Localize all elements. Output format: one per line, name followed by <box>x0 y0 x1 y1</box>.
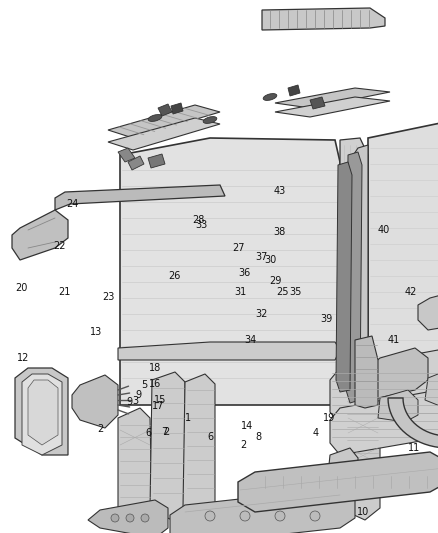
Polygon shape <box>262 8 385 30</box>
Text: 31: 31 <box>234 287 246 297</box>
Text: 12: 12 <box>17 353 29 363</box>
Text: 34: 34 <box>244 335 257 345</box>
Text: 32: 32 <box>256 310 268 319</box>
Text: 9: 9 <box>126 398 132 407</box>
Text: 1: 1 <box>185 414 191 423</box>
Circle shape <box>141 514 149 522</box>
Polygon shape <box>108 105 220 138</box>
Polygon shape <box>418 290 438 330</box>
Polygon shape <box>22 374 62 455</box>
Text: 17: 17 <box>152 401 164 411</box>
Text: 19: 19 <box>323 414 336 423</box>
Polygon shape <box>120 138 340 405</box>
Text: 28: 28 <box>192 215 204 224</box>
Polygon shape <box>328 448 358 482</box>
Text: 38: 38 <box>273 227 286 237</box>
Text: 10: 10 <box>357 507 370 516</box>
Polygon shape <box>118 342 340 360</box>
Text: 9: 9 <box>135 391 141 400</box>
Polygon shape <box>378 390 418 422</box>
Text: 4: 4 <box>312 428 318 438</box>
Polygon shape <box>340 138 368 412</box>
Polygon shape <box>380 365 438 423</box>
Polygon shape <box>388 398 438 448</box>
Text: 41: 41 <box>387 335 399 345</box>
Text: 40: 40 <box>377 225 389 235</box>
Polygon shape <box>88 500 168 533</box>
Polygon shape <box>55 185 225 210</box>
Circle shape <box>275 511 285 521</box>
Text: 6: 6 <box>145 428 151 438</box>
Ellipse shape <box>263 94 277 100</box>
Polygon shape <box>346 152 362 403</box>
Text: 14: 14 <box>241 422 254 431</box>
Polygon shape <box>170 488 355 533</box>
Polygon shape <box>183 374 215 518</box>
Polygon shape <box>336 162 352 392</box>
Polygon shape <box>368 120 438 405</box>
Text: 25: 25 <box>276 287 289 297</box>
Polygon shape <box>28 380 58 445</box>
Circle shape <box>111 514 119 522</box>
Text: 2: 2 <box>98 424 104 434</box>
Polygon shape <box>118 408 152 520</box>
Polygon shape <box>158 104 172 116</box>
Text: 26: 26 <box>168 271 180 281</box>
Polygon shape <box>108 118 220 150</box>
Text: 13: 13 <box>90 327 102 336</box>
Text: 8: 8 <box>255 432 261 442</box>
Text: 23: 23 <box>102 293 115 302</box>
Polygon shape <box>425 370 438 408</box>
Polygon shape <box>72 375 118 428</box>
Polygon shape <box>275 97 390 117</box>
Polygon shape <box>330 350 438 425</box>
Text: 30: 30 <box>265 255 277 265</box>
Polygon shape <box>128 156 144 170</box>
Polygon shape <box>150 372 185 520</box>
Text: 11: 11 <box>408 443 420 453</box>
Ellipse shape <box>148 115 162 122</box>
Text: 2: 2 <box>163 427 170 437</box>
Polygon shape <box>148 154 165 168</box>
Text: 36: 36 <box>238 268 251 278</box>
Text: 7: 7 <box>161 427 167 437</box>
Text: 39: 39 <box>320 314 332 324</box>
Text: 20: 20 <box>15 283 27 293</box>
Circle shape <box>240 511 250 521</box>
Text: 18: 18 <box>149 363 162 373</box>
Text: 29: 29 <box>269 277 281 286</box>
Text: 42: 42 <box>405 287 417 297</box>
Text: 6: 6 <box>207 432 213 442</box>
Polygon shape <box>350 145 368 408</box>
Circle shape <box>126 514 134 522</box>
Text: 22: 22 <box>53 241 65 251</box>
Text: 43: 43 <box>273 186 286 196</box>
Circle shape <box>205 511 215 521</box>
Polygon shape <box>171 103 183 114</box>
Polygon shape <box>275 88 390 108</box>
Text: 27: 27 <box>233 243 245 253</box>
Polygon shape <box>288 85 300 96</box>
Polygon shape <box>330 390 438 455</box>
Text: 21: 21 <box>59 287 71 297</box>
Polygon shape <box>118 148 135 162</box>
Ellipse shape <box>203 117 217 124</box>
Text: 35: 35 <box>290 287 302 297</box>
Polygon shape <box>355 336 378 408</box>
Polygon shape <box>238 452 438 512</box>
Circle shape <box>310 511 320 521</box>
Text: 5: 5 <box>141 380 148 390</box>
Text: 15: 15 <box>154 395 166 405</box>
Text: 2: 2 <box>240 440 246 450</box>
Polygon shape <box>343 372 380 520</box>
Text: 16: 16 <box>149 379 162 389</box>
Text: 24: 24 <box>66 199 78 208</box>
Text: 37: 37 <box>256 252 268 262</box>
Text: 33: 33 <box>195 220 208 230</box>
Text: 3: 3 <box>133 396 139 406</box>
Polygon shape <box>15 368 68 455</box>
Polygon shape <box>310 97 325 109</box>
Polygon shape <box>12 210 68 260</box>
Polygon shape <box>368 348 428 398</box>
